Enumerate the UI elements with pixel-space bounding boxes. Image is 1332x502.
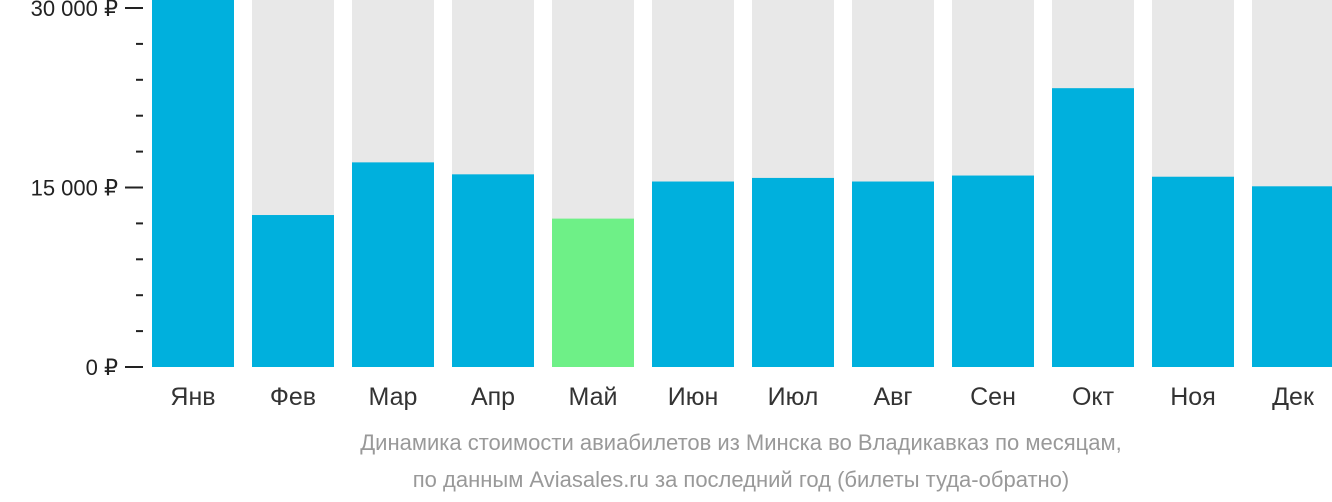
bar-2 — [352, 162, 434, 367]
x-tick-label-2: Мар — [369, 383, 418, 411]
x-tick-label-9: Окт — [1072, 383, 1115, 411]
x-tick-label-0: Янв — [170, 383, 215, 411]
bar-0 — [152, 0, 234, 367]
bar-6 — [752, 177, 834, 367]
bar-5 — [652, 181, 734, 367]
y-tick-label-1: 15 000 ₽ — [31, 176, 118, 201]
y-tick-label-0: 0 ₽ — [86, 355, 118, 380]
x-tick-label-6: Июл — [768, 383, 819, 411]
bar-8 — [952, 175, 1034, 367]
x-tick-label-10: Ноя — [1170, 383, 1216, 411]
x-tick-label-3: Апр — [471, 383, 515, 411]
x-tick-label-1: Фев — [270, 383, 316, 411]
bar-9 — [1052, 88, 1134, 367]
x-tick-label-8: Сен — [970, 383, 1016, 411]
bar-11 — [1252, 186, 1332, 367]
bar-1 — [252, 215, 334, 367]
x-tick-label-11: Дек — [1272, 383, 1315, 411]
x-tick-label-5: Июн — [668, 383, 719, 411]
bar-3 — [452, 174, 534, 367]
y-tick-label-2: 30 000 ₽ — [31, 0, 118, 21]
price-bar-chart: Янв Фев Мар Апр Май Июн Июл Авг Сен Окт Ноя Дек 0 ₽ 1… — [31, 0, 1332, 411]
bar-7 — [852, 181, 934, 367]
x-tick-label-4: Май — [569, 383, 618, 411]
bar-4 — [552, 218, 634, 367]
bar-10 — [1152, 176, 1234, 367]
x-tick-label-7: Авг — [873, 383, 912, 411]
chart-caption-line-1: Динамика стоимости авиабилетов из Минска… — [360, 430, 1122, 455]
chart-caption-line-2: по данным Aviasales.ru за последний год … — [412, 467, 1070, 492]
